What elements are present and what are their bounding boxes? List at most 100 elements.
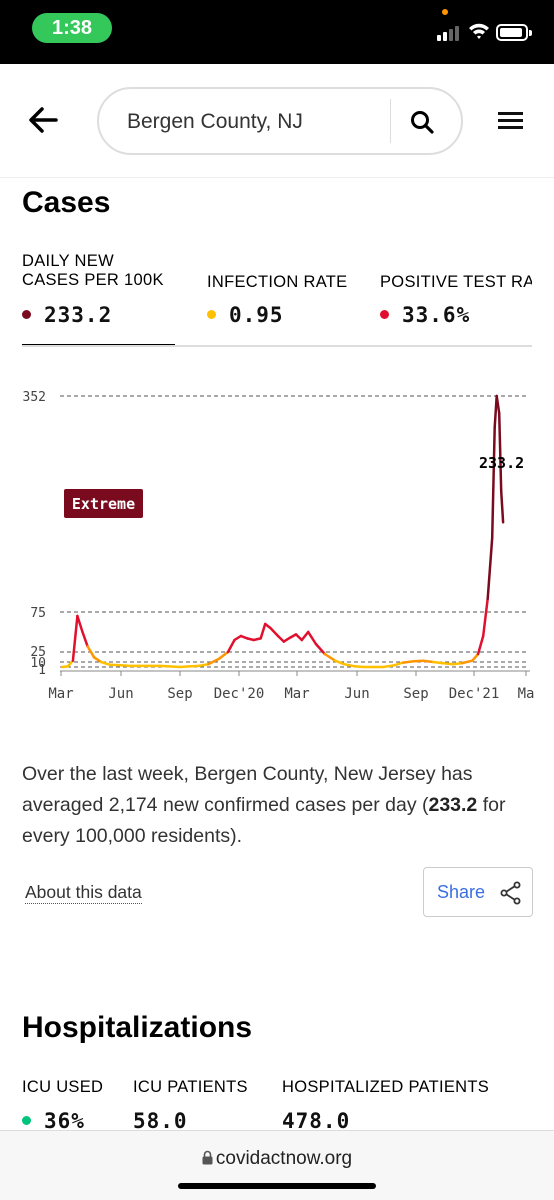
about-this-data-link[interactable]: About this data [25,882,142,904]
cases-line-segment [71,614,79,662]
tab-value: 58.0 [133,1109,188,1133]
cases-line-segment [206,657,221,666]
cases-line-segment [381,664,396,669]
cases-line-segment [119,664,132,668]
cases-line-segment [323,652,337,662]
cases-line-segment [66,659,75,668]
arrow-left-icon[interactable] [24,100,64,140]
cases-line-segment [306,630,318,646]
cases-line-segment [233,634,243,642]
cases-line-segment [108,663,123,667]
cases-line-segment [499,489,505,524]
x-tick-label: Dec'20 [214,686,265,702]
cases-line-segment [476,634,485,656]
battery-icon [496,24,532,41]
tab-daily-new-cases[interactable]: DAILY NEW CASES PER 100K 233.2 [22,252,175,345]
hospitalizations-section-title: Hospitalizations [22,1011,253,1044]
tab-label: DAILY NEW CASES PER 100K [22,252,164,289]
x-tick-label: Mar [48,686,73,702]
summary-highlight: 233.2 [428,794,478,816]
tab-infection-rate[interactable]: INFECTION RATE 0.95 [207,252,367,345]
cases-line-segment [226,638,236,654]
cases-line-segment [314,642,327,656]
cases-line-segment [282,636,292,643]
location-search-input[interactable]: Bergen County, NJ [97,87,463,155]
home-indicator [178,1183,376,1189]
tab-value: 0.95 [229,303,284,327]
cases-line-segment [431,660,444,665]
cases-line-segment [167,665,182,669]
url-row[interactable]: covidactnow.org [0,1148,554,1170]
cases-line-segment [259,622,267,640]
tab-icu-used[interactable]: ICU USED 36% [22,1078,103,1133]
cases-line-segment [412,659,425,663]
cases-section-title: Cases [22,186,111,219]
status-bar: 1:38 [0,0,554,64]
x-tick-label: Ma [518,686,535,702]
y-tick-label: 1 [38,663,46,678]
summary-text-2: for every 100,000 residents). [22,794,506,847]
cases-line-segment [401,660,416,664]
x-tick-label: Jun [108,686,133,702]
cases-metric-tabs: DAILY NEW CASES PER 100K 233.2 INFECTION… [22,252,532,347]
cases-line-segment [92,656,103,664]
cases-line-segment [197,662,210,668]
cases-line-segment [490,425,496,540]
tab-icu-patients[interactable]: ICU PATIENTS 58.0 [133,1078,248,1133]
cases-summary: Over the last week, Bergen County, New J… [22,759,532,852]
y-tick-label: 10 [30,656,46,671]
search-value[interactable]: Bergen County, NJ [127,110,303,133]
cases-line-segment [460,659,474,665]
cases-line-segment [421,659,435,664]
extreme-level-dot [22,310,31,319]
cases-line-segment [269,626,280,638]
share-label: Share [437,882,486,902]
extreme-zone-label: Extreme [72,495,135,513]
cases-line-segment [353,665,366,669]
low-level-dot [22,1116,31,1125]
tab-value: 33.6% [402,303,471,327]
low-level-dot [207,310,216,319]
share-button[interactable]: Share [423,867,533,917]
tab-value: 478.0 [282,1109,351,1133]
cases-line-segment [342,662,357,668]
url-text: covidactnow.org [215,1148,353,1169]
summary-text-1: Over the last week, Bergen County, New J… [22,763,473,816]
header-bar: Bergen County, NJ [0,64,554,178]
search-divider [390,99,391,143]
cases-line-segment [158,664,171,668]
tab-value: 36% [44,1109,85,1133]
cases-line-segment [451,661,464,666]
hamburger-menu-icon[interactable] [494,108,528,134]
cases-line-segment [300,630,310,642]
tab-hospitalized-patients[interactable]: HOSPITALIZED PATIENTS 478.0 [282,1078,490,1133]
cases-line-segment [178,665,191,669]
y-tick-label: 75 [30,606,46,621]
cases-line-segment [333,659,346,666]
status-time: 1:38 [32,13,112,43]
x-tick-label: Mar [284,686,309,702]
cases-line-segment [276,634,286,643]
search-icon[interactable] [399,101,447,145]
cases-line-segment [217,650,230,660]
hospitalizations-metric-tabs: ICU USED 36% ICU PATIENTS 58.0 HOSPITALI… [22,1078,554,1138]
y-tick-label: 352 [23,390,46,405]
y-tick-label: 25 [30,645,46,660]
cases-line-segment [440,661,455,666]
cases-line-segment [76,614,84,634]
extreme-zone-badge [64,489,143,518]
cases-line-segment [481,597,489,638]
tab-label: HOSPITALIZED PATIENTS [282,1078,490,1096]
x-tick-label: Sep [403,686,428,702]
cases-line-segment [392,661,405,667]
cases-line-segment [99,660,112,667]
x-tick-label: Jun [344,686,369,702]
cases-line-segment [495,394,501,415]
cases-line-segment [471,652,480,662]
cases-line-segment [294,633,304,642]
tab-positive-test-rate[interactable]: POSITIVE TEST RA 33.6% [380,252,532,345]
browser-address-bar[interactable]: covidactnow.org [0,1130,554,1200]
x-tick-label: Sep [167,686,192,702]
cases-line-segment [81,630,89,648]
